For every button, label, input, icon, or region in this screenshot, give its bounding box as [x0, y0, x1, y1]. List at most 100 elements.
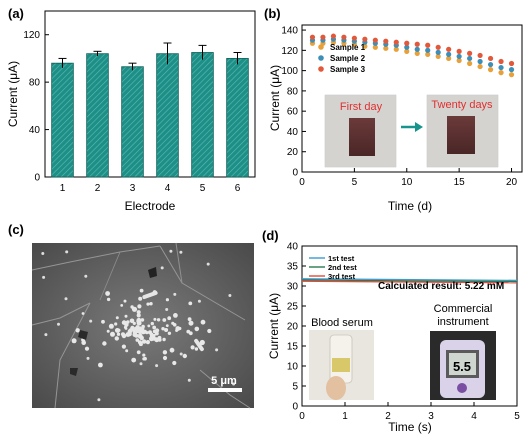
particle [135, 338, 140, 342]
legend-marker [318, 44, 324, 50]
data-point [467, 55, 473, 62]
panel-c-label: (c) [8, 222, 24, 237]
x-tick-label: 2 [385, 411, 391, 422]
data-point [414, 50, 420, 56]
particle [137, 340, 142, 345]
panel-a-bars [51, 42, 249, 178]
panel-d-label: (d) [262, 228, 279, 243]
panel-d-lines [301, 278, 518, 284]
particle [173, 292, 177, 296]
particle [162, 318, 167, 322]
data-point [404, 48, 410, 54]
panel-b-frame [301, 24, 523, 173]
particle [140, 318, 145, 322]
particle [138, 296, 143, 301]
y-tick-label: 120 [281, 46, 298, 57]
particle [156, 318, 161, 322]
x-tick-label: 3 [428, 411, 434, 422]
legend-label: 1st test [328, 254, 355, 263]
series-line [301, 280, 518, 284]
particle [84, 346, 90, 351]
particle [148, 330, 152, 335]
data-point [425, 51, 431, 58]
particle [137, 304, 142, 309]
particle [165, 298, 169, 302]
data-point [477, 58, 483, 65]
bar [51, 62, 74, 178]
bar [191, 52, 214, 178]
panel-b: (b) 0 20 40 60 80 100 120 140 0 5 10 15 20 First da… [264, 6, 523, 213]
data-point [477, 63, 483, 70]
particle [138, 328, 142, 332]
particle [106, 329, 110, 333]
particle [207, 328, 212, 334]
particle [167, 331, 172, 335]
y-tick-label: 60 [287, 107, 299, 118]
panel-b-label: (b) [264, 6, 281, 21]
particle [157, 335, 162, 340]
particle [97, 398, 101, 402]
panel-a-y-axis: 0 40 80 120 [23, 30, 49, 184]
photo-first-day: First day [324, 94, 397, 168]
panel-b-ylabel: Current (μA) [268, 65, 282, 131]
x-tick-label: 0 [299, 177, 305, 188]
particle [84, 274, 88, 278]
particle [147, 324, 151, 328]
particle [136, 313, 141, 318]
y-tick-label: 0 [292, 168, 298, 179]
data-point [467, 60, 473, 67]
panel-a-frame [44, 10, 256, 178]
data-point [435, 53, 441, 60]
particle [167, 316, 172, 321]
scale-bar: 5 μm [208, 375, 242, 392]
commercial-text-line2: instrument [437, 316, 488, 328]
legend-label: Sample 2 [330, 54, 366, 63]
particle [142, 353, 146, 357]
particle [188, 331, 193, 336]
data-point [508, 67, 515, 73]
x-tick-label: 20 [506, 177, 518, 188]
particle [188, 320, 194, 326]
particle [132, 321, 136, 325]
x-tick-label: 3 [130, 183, 136, 194]
panel-a-ylabel: Current (μA) [6, 61, 20, 127]
particle [152, 333, 156, 337]
y-tick-label: 10 [287, 362, 299, 373]
data-point [456, 53, 462, 60]
y-tick-label: 40 [287, 242, 299, 253]
particle [149, 336, 154, 342]
particle [200, 319, 206, 325]
commercial-text-line1: Commercial [434, 303, 493, 315]
particle [136, 310, 141, 315]
y-tick-label: 0 [34, 173, 40, 184]
data-point [383, 38, 389, 44]
particle [228, 294, 232, 297]
legend-marker [318, 55, 324, 61]
bar [226, 58, 249, 178]
bar [121, 66, 144, 178]
y-tick-label: 35 [287, 262, 299, 273]
particle [125, 349, 129, 353]
particle [169, 347, 175, 353]
blood-serum-text: Blood serum [311, 317, 373, 329]
particle [169, 249, 173, 253]
data-point [330, 33, 337, 39]
data-point [414, 46, 420, 52]
particle [115, 316, 119, 320]
data-point [446, 51, 452, 58]
particle [98, 362, 103, 368]
particle [194, 326, 200, 332]
data-point [320, 34, 326, 40]
particle [146, 302, 150, 306]
particle [162, 355, 168, 361]
data-point [414, 41, 420, 47]
particle [187, 378, 191, 382]
calculated-result: Calculated result: 5.22 mM [378, 281, 504, 292]
x-tick-label: 10 [401, 177, 413, 188]
x-tick-label: 5 [514, 411, 520, 422]
particle [155, 328, 160, 333]
electrode-strip-twenty [447, 116, 475, 154]
particle [141, 340, 145, 343]
data-point [362, 43, 368, 49]
